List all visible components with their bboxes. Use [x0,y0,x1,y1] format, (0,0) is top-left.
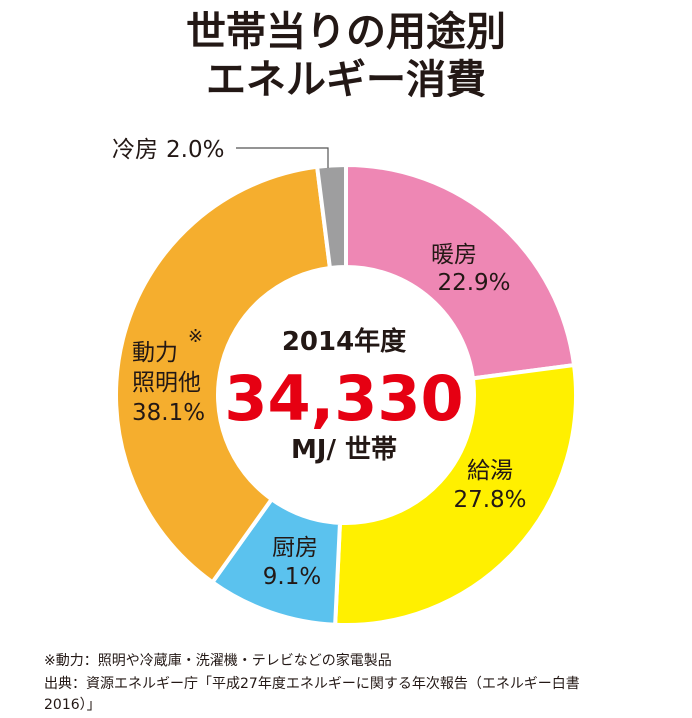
label-heating-name: 暖房 [431,242,477,268]
label-cooling-percent: 2.0% [166,137,224,163]
label-power-mark: ※ [188,326,203,347]
label-hotwater-percent: 27.8% [453,487,526,513]
label-cooking-name: 厨房 [272,535,318,561]
source-note-line2: 2016）」 [44,697,101,713]
slice-cooling [314,162,348,271]
label-hotwater-name: 給湯 [467,458,513,484]
label-cooling-name: 冷房 [112,137,158,163]
donut-chart: 2014年度 34,330 MJ/ 世帯 暖房 22.9% 給湯 27.8% 厨… [112,137,578,627]
center-unit: MJ/ 世帯 [291,435,397,465]
center-year: 2014年度 [282,326,406,357]
center-value: 34,330 [224,362,463,435]
label-power-percent: 38.1% [132,400,205,426]
label-heating-percent: 22.9% [437,270,510,296]
label-power-name-line1: 動力 [132,340,178,366]
label-cooking-percent: 9.1% [263,564,321,590]
source-note-line1: 出典：資源エネルギー庁「平成27年度エネルギーに関する年次報告（エネルギー白書 [44,676,580,692]
footnote-power: ※動力：照明や冷蔵庫・洗濯機・テレビなどの家電製品 [44,653,392,669]
chart-title-line2: エネルギー消費 [206,57,486,103]
slice-hot-water [333,362,578,627]
donut-slices [114,162,578,627]
chart-title-line1: 世帯当りの用途別 [186,9,506,55]
slice-heating [344,162,577,381]
slice-power-lighting [114,164,333,586]
label-power-name-line2: 照明他 [132,370,201,396]
cooling-leader-line [236,147,329,168]
